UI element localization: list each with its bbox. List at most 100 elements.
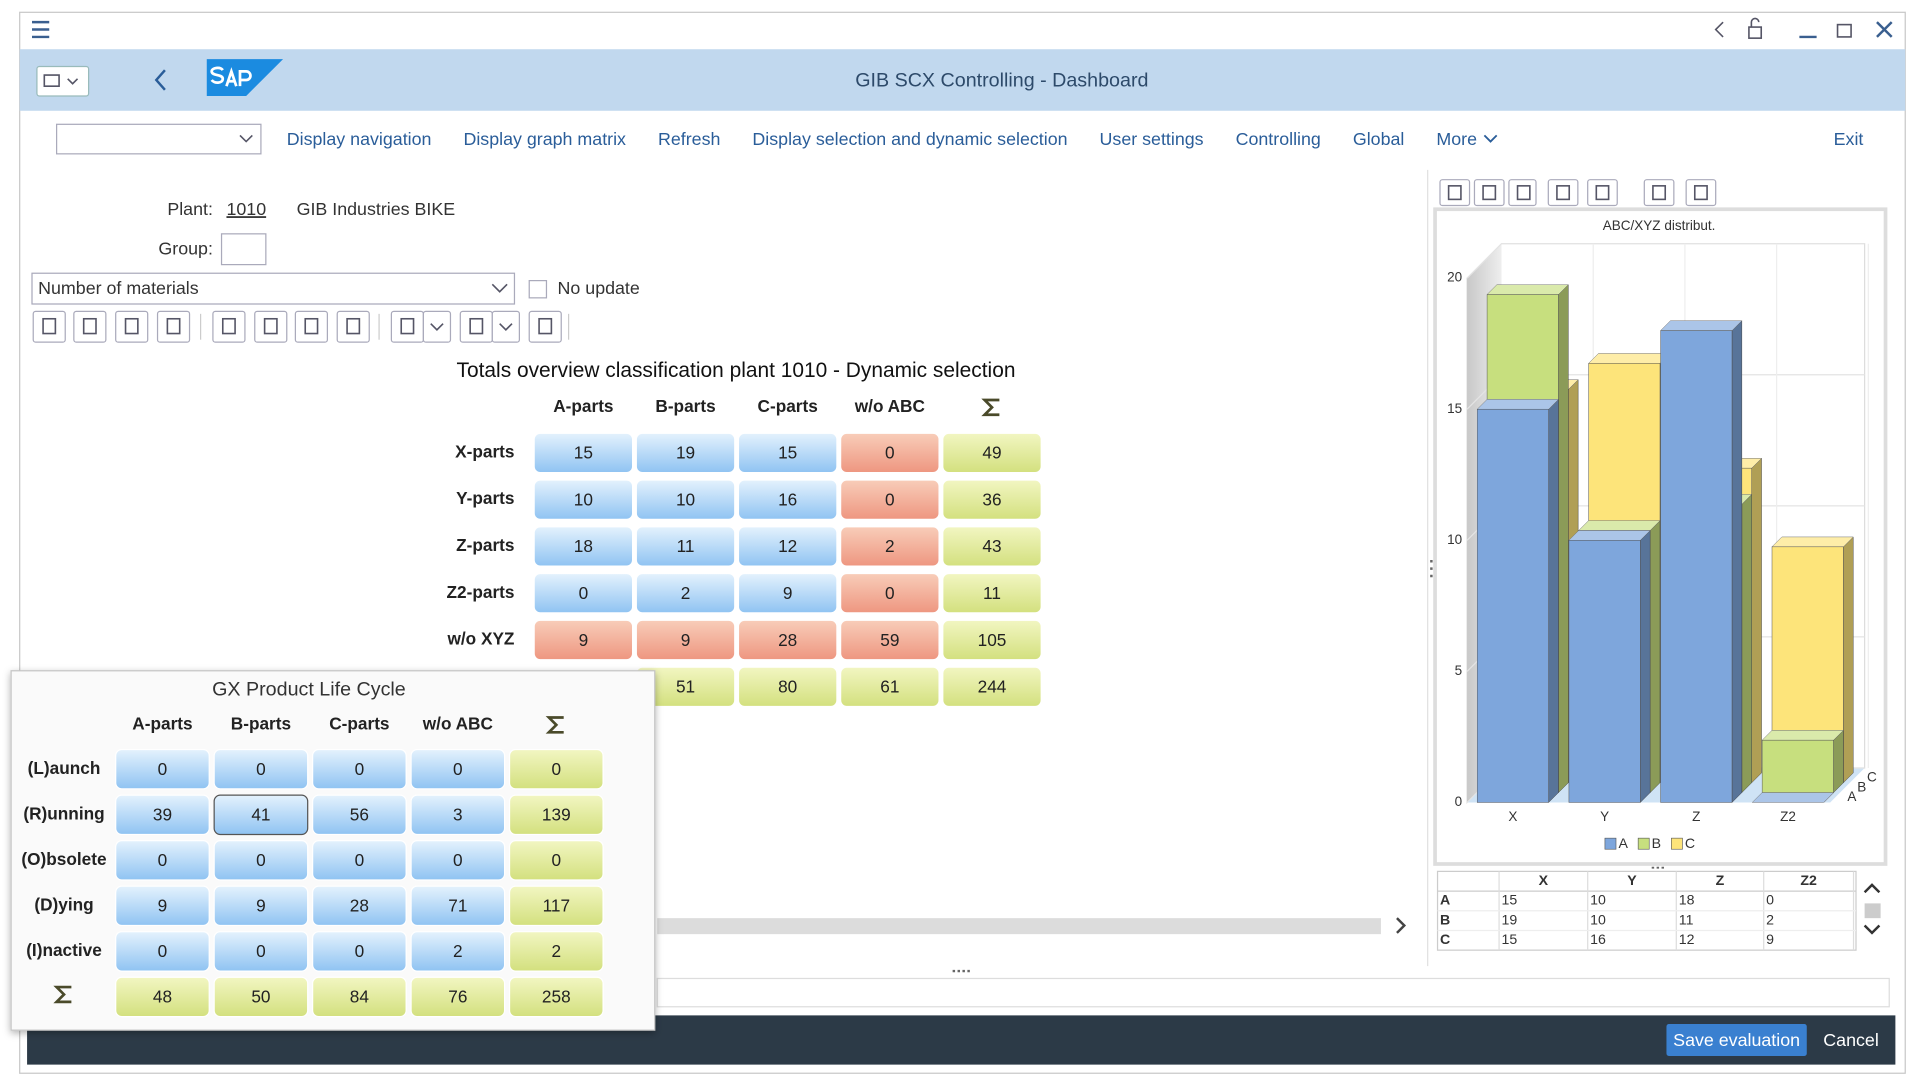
cancel-button[interactable]: Cancel (1823, 1030, 1879, 1050)
value-cell[interactable] (737, 479, 838, 520)
toolbar-button[interactable] (115, 310, 149, 343)
value-cell[interactable] (312, 748, 407, 790)
toolbar-button[interactable] (254, 310, 288, 343)
value-cell[interactable] (508, 794, 604, 836)
value-cell[interactable] (737, 666, 838, 708)
measure-dropdown[interactable] (31, 272, 516, 305)
value-cell[interactable] (213, 794, 309, 836)
value-cell[interactable] (737, 432, 838, 474)
value-cell[interactable] (410, 794, 506, 836)
value-cell[interactable] (942, 526, 1042, 567)
chart-tool[interactable] (1587, 179, 1618, 207)
system-menu[interactable] (36, 65, 90, 97)
value-cell[interactable] (508, 748, 604, 790)
h-scrollbar[interactable] (657, 918, 1381, 935)
value-cell[interactable] (508, 840, 604, 881)
chart-tool[interactable] (1439, 179, 1471, 207)
value-cell[interactable] (508, 885, 604, 927)
toolbar-button[interactable] (156, 310, 191, 343)
back-button[interactable] (154, 69, 166, 91)
value-cell[interactable] (942, 572, 1042, 614)
value-cell[interactable] (410, 748, 506, 790)
value-cell[interactable] (737, 572, 838, 614)
value-cell[interactable] (840, 432, 940, 474)
lock-icon[interactable] (1748, 26, 1763, 39)
toolbar-button[interactable] (422, 310, 452, 343)
value-cell[interactable] (115, 794, 210, 836)
maximize[interactable] (1836, 23, 1852, 38)
value-cell[interactable] (312, 840, 407, 881)
menu-item[interactable]: Exit (1834, 129, 1864, 149)
menu-item[interactable]: Display navigation (287, 129, 432, 149)
hamburger[interactable] (32, 20, 50, 39)
toolbar-button[interactable] (390, 310, 425, 343)
value-cell[interactable] (533, 479, 634, 520)
plant-value[interactable]: 1010 (226, 199, 266, 219)
table-scroll-thumb[interactable] (1864, 903, 1881, 919)
value-cell[interactable] (312, 931, 407, 972)
value-cell[interactable] (213, 885, 309, 927)
value-cell[interactable] (533, 526, 634, 567)
value-cell[interactable] (410, 931, 506, 972)
toolbar-button[interactable] (491, 310, 520, 343)
chart-tool[interactable] (1643, 179, 1675, 207)
value-cell[interactable] (635, 619, 736, 661)
value-cell[interactable] (635, 479, 736, 520)
menu-item[interactable]: User settings (1100, 129, 1204, 149)
chart-tool[interactable] (1685, 179, 1717, 207)
toolbar-button[interactable] (336, 310, 370, 343)
chart-tool[interactable] (1508, 179, 1537, 207)
toolbar-button[interactable] (294, 310, 329, 343)
toolbar-button[interactable] (459, 310, 493, 343)
value-cell[interactable] (213, 931, 309, 972)
menu-item[interactable]: Global (1353, 129, 1405, 149)
value-cell[interactable] (312, 885, 407, 927)
value-cell[interactable] (635, 432, 736, 474)
value-cell[interactable] (737, 526, 838, 567)
value-cell[interactable] (840, 526, 940, 567)
value-cell[interactable] (942, 479, 1042, 520)
group-input[interactable] (220, 233, 267, 266)
chart-tool[interactable] (1473, 179, 1505, 207)
value-cell[interactable] (312, 794, 407, 836)
menu-item[interactable]: Display selection and dynamic selection (752, 129, 1067, 149)
menu-item[interactable]: Refresh (658, 129, 720, 149)
value-cell[interactable] (115, 885, 210, 927)
save-button[interactable] (1666, 1024, 1807, 1056)
value-cell[interactable] (840, 619, 940, 661)
value-cell[interactable] (115, 976, 210, 1018)
toolbar-button[interactable] (73, 310, 107, 343)
value-cell[interactable] (533, 572, 634, 614)
value-cell[interactable] (410, 976, 506, 1018)
value-cell[interactable] (635, 526, 736, 567)
value-cell[interactable] (840, 572, 940, 614)
value-cell[interactable] (942, 666, 1042, 708)
value-cell[interactable] (115, 840, 210, 881)
chart-tool[interactable] (1547, 179, 1579, 207)
value-cell[interactable] (508, 931, 604, 972)
toolbar-button[interactable] (528, 310, 562, 343)
menu-item[interactable]: Display graph matrix (463, 129, 626, 149)
nav-back[interactable] (1714, 21, 1724, 38)
toolbar-button[interactable] (212, 310, 246, 343)
save-label[interactable]: Save evaluation (1673, 1030, 1800, 1050)
toolbar-button[interactable] (32, 310, 66, 343)
value-cell[interactable] (213, 976, 309, 1018)
value-cell[interactable] (635, 572, 736, 614)
value-cell[interactable] (410, 885, 506, 927)
value-cell[interactable] (942, 432, 1042, 474)
value-cell[interactable] (840, 666, 940, 708)
value-cell[interactable] (737, 619, 838, 661)
table-scroll[interactable] (1863, 883, 1881, 935)
value-cell[interactable] (115, 748, 210, 790)
value-cell[interactable] (410, 840, 506, 881)
value-cell[interactable] (213, 748, 309, 790)
value-cell[interactable] (942, 619, 1042, 661)
value-cell[interactable] (213, 840, 309, 881)
transaction-dropdown[interactable] (56, 123, 262, 155)
value-cell[interactable] (115, 931, 210, 972)
menu-item[interactable]: Controlling (1236, 129, 1321, 149)
scroll-right[interactable] (1396, 917, 1407, 934)
no-update-checkbox[interactable] (528, 280, 548, 299)
value-cell[interactable] (533, 619, 634, 661)
